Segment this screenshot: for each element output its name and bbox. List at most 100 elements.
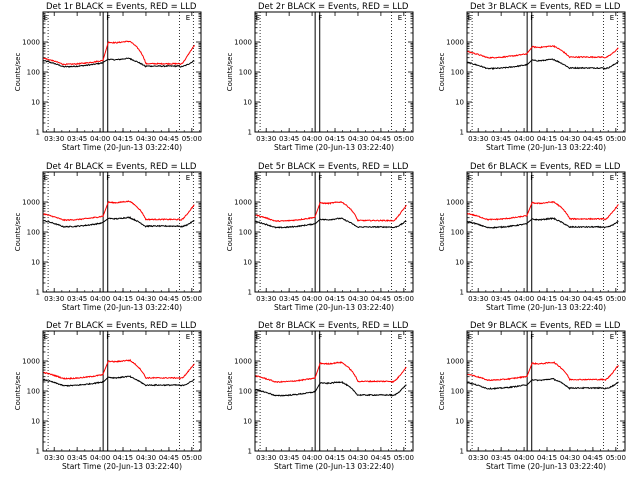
series-line-events xyxy=(467,377,619,391)
marker-label: F xyxy=(106,174,110,182)
panel-title: Det 2r BLACK = Events, RED = LLD xyxy=(258,2,409,12)
x-tick-label: 05:00 xyxy=(182,454,202,462)
plot-frame xyxy=(466,171,626,293)
x-axis-label: Start Time (20-Jun-13 03:22:40) xyxy=(274,303,394,312)
x-tick-label: 04:45 xyxy=(583,454,603,462)
x-tick-label: 04:15 xyxy=(537,135,557,143)
plot-frame xyxy=(466,11,626,133)
marker-label: F xyxy=(318,333,322,341)
y-tick-label: 10 xyxy=(243,418,252,426)
y-tick-label: 1000 xyxy=(22,199,40,207)
x-tick-label: 03:30 xyxy=(468,135,488,143)
y-tick-label: 1000 xyxy=(22,358,40,366)
y-axis-label: Counts/sec xyxy=(438,53,446,92)
x-tick-label: 03:45 xyxy=(491,454,511,462)
x-tick-label: 03:45 xyxy=(279,135,299,143)
x-tick-label: 03:30 xyxy=(44,454,64,462)
y-tick-label: 10 xyxy=(455,259,464,267)
marker-label: E xyxy=(610,333,614,341)
marker-label: E xyxy=(186,174,190,182)
series-line-lld xyxy=(43,200,195,222)
detector-panel-9: Det 9r BLACK = Events, RED = LLD 1 10 100 10… xyxy=(438,321,626,471)
x-tick-label: 03:45 xyxy=(491,295,511,303)
y-tick-label: 1000 xyxy=(234,199,252,207)
y-tick-label: 10 xyxy=(31,259,40,267)
y-tick-label: 1 xyxy=(36,289,40,297)
plot-frame xyxy=(42,171,202,293)
x-tick-label: 04:00 xyxy=(302,295,322,303)
y-axis-label: Counts/sec xyxy=(438,213,446,252)
y-axis-label: Counts/sec xyxy=(226,53,234,92)
marker-label: E xyxy=(468,333,472,341)
y-tick-label: 100 xyxy=(27,388,40,396)
x-tick-label: 04:15 xyxy=(537,454,557,462)
panel-title: Det 5r BLACK = Events, RED = LLD xyxy=(258,162,409,172)
x-tick-label: 04:30 xyxy=(136,454,156,462)
y-tick-label: 10 xyxy=(455,99,464,107)
x-tick-label: 04:00 xyxy=(90,135,110,143)
x-tick-label: 04:00 xyxy=(90,454,110,462)
x-tick-label: 04:45 xyxy=(159,135,179,143)
x-tick-label: 03:45 xyxy=(279,454,299,462)
marker-label: E xyxy=(468,14,472,22)
x-tick-label: 04:15 xyxy=(113,454,133,462)
marker-label: E xyxy=(186,14,190,22)
x-tick-label: 04:30 xyxy=(348,454,368,462)
series-line-events xyxy=(43,57,195,68)
series-line-lld xyxy=(255,361,407,384)
x-tick-label: 04:00 xyxy=(514,295,534,303)
panel-title: Det 3r BLACK = Events, RED = LLD xyxy=(470,2,621,12)
y-tick-label: 10 xyxy=(243,259,252,267)
y-tick-label: 100 xyxy=(27,229,40,237)
x-tick-label: 03:30 xyxy=(256,454,276,462)
marker-label: F xyxy=(106,333,110,341)
series-line-lld xyxy=(255,200,407,223)
x-tick-label: 03:45 xyxy=(279,295,299,303)
x-tick-label: 04:30 xyxy=(348,295,368,303)
y-axis-label: Counts/sec xyxy=(14,213,22,252)
plot-frame xyxy=(42,11,202,133)
marker-label: E xyxy=(398,14,402,22)
marker-label: F xyxy=(530,14,534,22)
x-tick-label: 04:15 xyxy=(113,135,133,143)
detector-panel-1: Det 1r BLACK = Events, RED = LLD 1 10 100 10… xyxy=(14,2,202,152)
y-tick-label: 1000 xyxy=(234,39,252,47)
x-axis-label: Start Time (20-Jun-13 03:22:40) xyxy=(274,462,394,471)
series-line-events xyxy=(467,217,619,229)
marker-label: E xyxy=(256,174,260,182)
y-axis-label: Counts/sec xyxy=(14,372,22,411)
series-line-events xyxy=(255,217,407,229)
x-tick-label: 04:30 xyxy=(560,295,580,303)
x-tick-label: 05:00 xyxy=(394,454,414,462)
y-tick-label: 1 xyxy=(248,129,252,137)
x-tick-label: 04:00 xyxy=(514,135,534,143)
x-axis-label: Start Time (20-Jun-13 03:22:40) xyxy=(486,462,606,471)
x-axis-label: Start Time (20-Jun-13 03:22:40) xyxy=(62,462,182,471)
panel-title: Det 9r BLACK = Events, RED = LLD xyxy=(470,321,621,331)
y-tick-label: 1 xyxy=(460,289,464,297)
panel-title: Det 8r BLACK = Events, RED = LLD xyxy=(258,321,409,331)
detector-panel-3: Det 3r BLACK = Events, RED = LLD 1 10 100 10… xyxy=(438,2,626,152)
y-tick-label: 1000 xyxy=(446,358,464,366)
y-tick-label: 100 xyxy=(451,69,464,77)
x-tick-label: 03:45 xyxy=(67,135,87,143)
y-tick-label: 100 xyxy=(239,69,252,77)
series-line-lld xyxy=(43,40,195,66)
marker-label: E xyxy=(186,333,190,341)
marker-label: F xyxy=(530,174,534,182)
y-tick-label: 10 xyxy=(243,99,252,107)
y-tick-label: 1000 xyxy=(234,358,252,366)
marker-label: F xyxy=(106,14,110,22)
x-axis-label: Start Time (20-Jun-13 03:22:40) xyxy=(486,143,606,152)
panel-title: Det 6r BLACK = Events, RED = LLD xyxy=(470,162,621,172)
x-tick-label: 04:30 xyxy=(560,135,580,143)
x-axis-label: Start Time (20-Jun-13 03:22:40) xyxy=(62,303,182,312)
y-tick-label: 1 xyxy=(36,129,40,137)
x-tick-label: 04:15 xyxy=(325,135,345,143)
series-line-events xyxy=(43,216,195,228)
x-tick-label: 05:00 xyxy=(182,135,202,143)
detector-panel-2: Det 2r BLACK = Events, RED = LLD 1 10 100 10… xyxy=(226,2,414,152)
y-tick-label: 1 xyxy=(460,129,464,137)
y-tick-label: 10 xyxy=(31,99,40,107)
